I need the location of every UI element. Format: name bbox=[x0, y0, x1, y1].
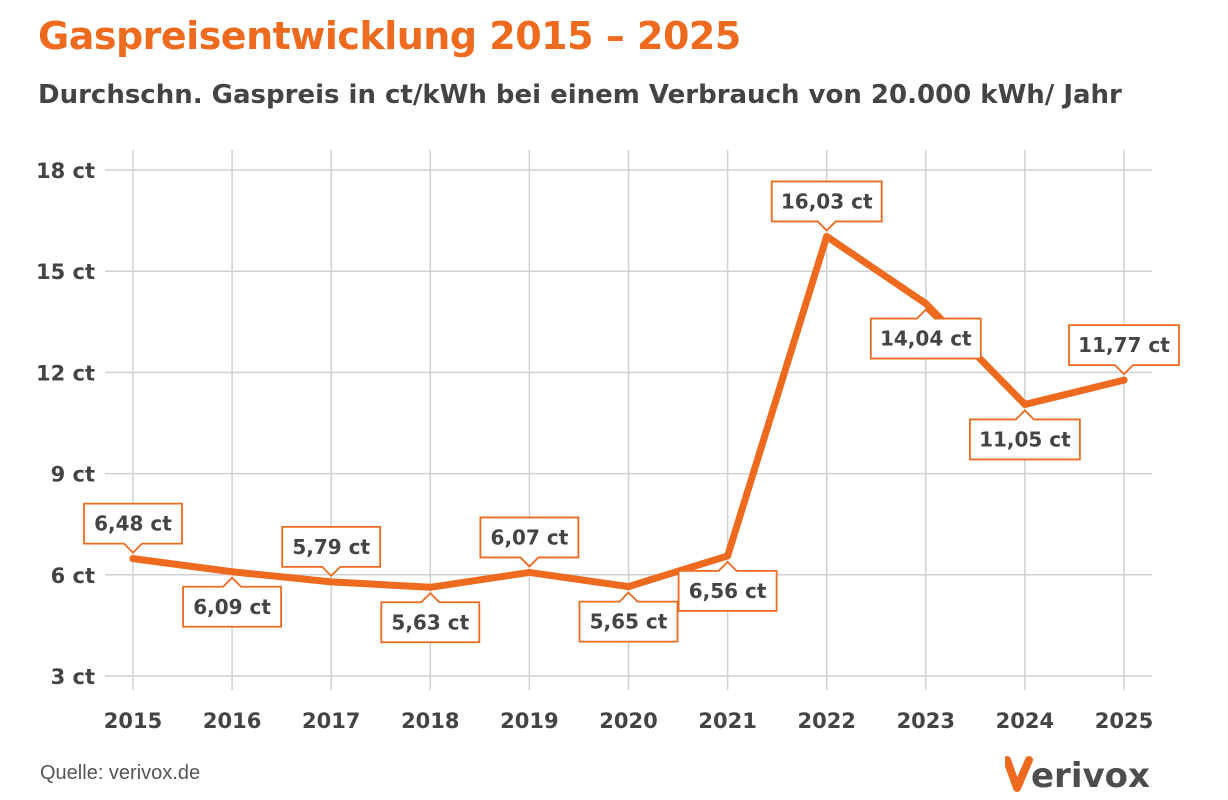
x-tick-label: 2016 bbox=[203, 709, 261, 733]
data-label-box bbox=[969, 409, 1081, 461]
x-tick-label: 2017 bbox=[302, 709, 360, 733]
data-point bbox=[1120, 376, 1128, 384]
x-tick-label: 2022 bbox=[797, 709, 855, 733]
data-label-box bbox=[479, 516, 580, 568]
y-tick-label: 12 ct bbox=[36, 361, 95, 385]
x-tick-label: 2024 bbox=[996, 709, 1054, 733]
data-label: 11,77 ct bbox=[1078, 333, 1170, 357]
verivox-logo-mark-icon bbox=[1005, 756, 1033, 792]
data-point bbox=[129, 555, 137, 563]
y-tick-label: 15 ct bbox=[36, 260, 95, 284]
data-label: 6,48 ct bbox=[94, 512, 172, 536]
data-label: 6,09 ct bbox=[193, 595, 271, 619]
line-chart: 3 ct 6 ct 9 ct 12 ct 15 ct 18 ct 2015 2016 2017 2… bbox=[36, 150, 1180, 733]
data-label: 5,65 ct bbox=[590, 610, 668, 634]
data-point bbox=[1021, 400, 1029, 408]
data-point bbox=[724, 552, 732, 560]
data-label-box bbox=[83, 502, 183, 554]
data-label-box bbox=[869, 308, 982, 360]
chart-title: Gaspreisentwicklung 2015 – 2025 bbox=[38, 14, 741, 58]
data-point bbox=[228, 568, 236, 576]
x-tick-label: 2021 bbox=[698, 709, 756, 733]
data-point bbox=[625, 583, 632, 591]
x-tick-label: 2018 bbox=[401, 709, 459, 733]
data-label-box bbox=[677, 560, 778, 612]
x-tick-label: 2019 bbox=[500, 709, 558, 733]
data-label: 6,07 ct bbox=[491, 525, 569, 549]
source-note: Quelle: verivox.de bbox=[40, 762, 201, 784]
y-tick-label: 3 ct bbox=[51, 665, 95, 689]
data-point bbox=[525, 568, 533, 576]
verivox-logo: erivox bbox=[1005, 756, 1150, 794]
data-label: 14,04 ct bbox=[880, 327, 972, 351]
x-tick-label: 2023 bbox=[897, 709, 955, 733]
data-label: 6,56 ct bbox=[689, 579, 767, 603]
data-label: 5,63 ct bbox=[391, 610, 469, 634]
data-label: 16,03 ct bbox=[781, 189, 873, 213]
verivox-logo-text: erivox bbox=[1031, 756, 1150, 794]
data-point bbox=[327, 578, 335, 586]
data-label: 5,79 ct bbox=[292, 535, 370, 559]
data-label-box bbox=[380, 592, 481, 644]
data-label-box bbox=[1068, 324, 1180, 376]
data-label-box bbox=[578, 591, 679, 643]
x-tick-label: 2025 bbox=[1095, 709, 1153, 733]
y-tick-label: 9 ct bbox=[51, 463, 95, 487]
y-tick-label: 6 ct bbox=[51, 564, 95, 588]
data-label: 11,05 ct bbox=[979, 427, 1071, 451]
chart-subtitle: Durchschn. Gaspreis in ct/kWh bei einem … bbox=[38, 80, 1122, 110]
data-point bbox=[426, 583, 434, 591]
y-tick-label: 18 ct bbox=[36, 159, 95, 183]
data-point bbox=[823, 232, 831, 240]
x-tick-label: 2015 bbox=[104, 709, 162, 733]
data-label-box bbox=[770, 180, 883, 232]
data-point bbox=[922, 300, 930, 308]
data-label-box bbox=[182, 576, 282, 628]
x-tick-label: 2020 bbox=[599, 709, 657, 733]
data-label-box bbox=[281, 525, 382, 578]
